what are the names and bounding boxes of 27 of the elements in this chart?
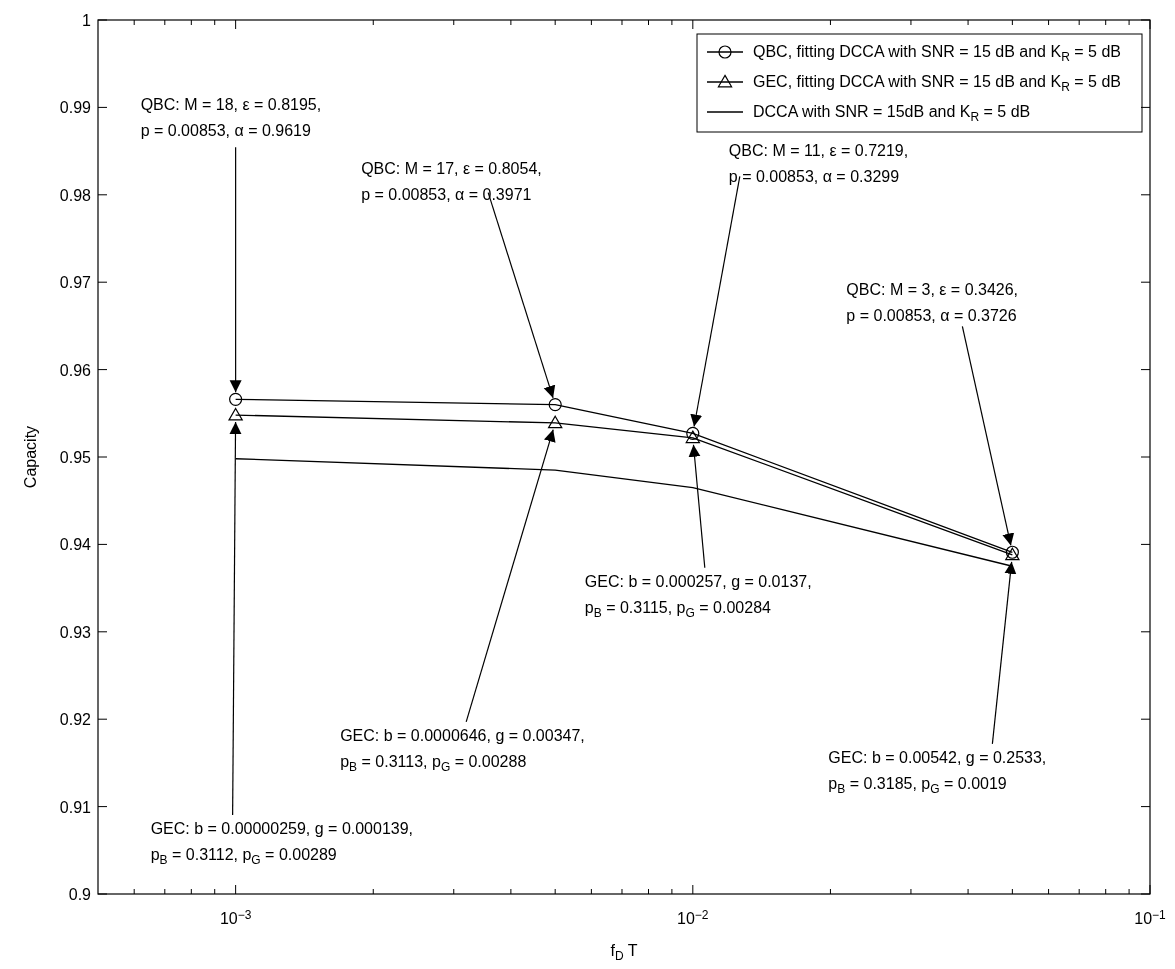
y-tick-label: 0.92 [59,711,92,729]
legend-label: GEC, fitting DCCA with SNR = 15 dB and K$_{R}$ = 5 dB [753,73,1121,95]
y-axis-title: Capacity [22,425,39,489]
annotation: QBC: M = 11, ε = 0.7219, p = 0.00853, α = 0.3299 [728,142,909,186]
y-tick-label: 0.91 [59,798,92,816]
legend-label: DCCA with SNR = 15dB and K$_{R}$ = 5 dB [753,103,1031,125]
y-tick-label: 0.96 [59,361,92,379]
y-tick-label: 0.99 [59,99,92,117]
x-tick-label: 10$^{−1}$ [1134,907,1167,927]
annotation: GEC: b = 0.000257, g = 0.0137, p$_{B}$ = 0.3115, p$_{G}$ = 0.00284 [584,572,812,620]
annotation: QBC: M = 18, ε = 0.8195, p = 0.00853, α = 0.9619 [140,96,322,140]
x-axis-title: f$_{D}$ T [610,942,638,964]
x-tick-label: 10$^{−2}$ [677,907,709,927]
annotation: GEC: b = 0.00542, g = 0.2533, p$_{B}$ = 0.3185, p$_{G}$ = 0.0019 [828,748,1047,797]
x-tick-label: 10$^{−3}$ [219,907,252,927]
annotation: QBC: M = 17, ε = 0.8054, p = 0.00853, α = 0.3971 [361,159,542,203]
y-tick-label: 0.93 [59,623,92,641]
annotation: GEC: b = 0.00000259, g = 0.000139, p$_{B}$ = 0.3112, p$_{G}$ = 0.00289 [150,820,414,868]
annotation: QBC: M = 3, ε = 0.3426, p = 0.00853, α = 0.3726 [846,281,1019,325]
y-tick-label: 0.95 [59,449,92,466]
y-tick-label: 0.97 [59,274,92,292]
legend-label: QBC, fitting DCCA with SNR = 15 dB and K$_{R}$ = 5 dB [753,43,1121,65]
y-tick-label: 1 [82,12,92,29]
y-tick-label: 0.94 [59,536,92,554]
y-tick-label: 0.98 [59,186,92,204]
annotation: GEC: b = 0.0000646, g = 0.00347, p$_{B}$ = 0.3113, p$_{G}$ = 0.00288 [340,726,585,775]
y-tick-label: 0.9 [68,886,92,903]
